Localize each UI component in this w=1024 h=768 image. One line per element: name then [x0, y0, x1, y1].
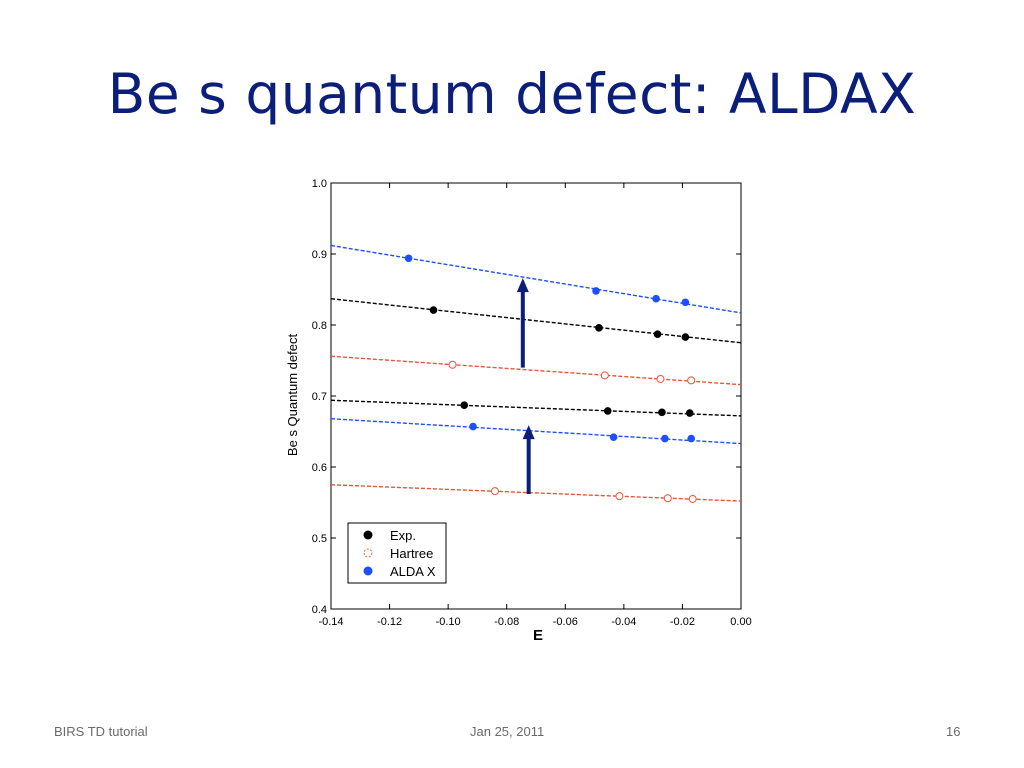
data-point: [429, 306, 438, 314]
data-point: [688, 494, 697, 503]
fit-line: [330, 399, 742, 417]
data-point: [491, 487, 499, 496]
data-point: [448, 360, 457, 369]
data-point: [661, 434, 669, 443]
fit-line: [330, 355, 742, 386]
data-point: [687, 376, 696, 385]
data-point: [656, 374, 665, 383]
shift-arrow-head: [522, 425, 535, 440]
legend-label: ALDA X: [390, 564, 436, 579]
fit-line: [330, 418, 742, 445]
fit-line: [330, 244, 742, 314]
data-point: [595, 324, 603, 332]
plot-layer: -0.14 -0.12 -0.10 -0.08 -0.06 -0.04 -0.02 0.00 0…: [312, 178, 752, 628]
slide-title: Be s quantum defect: ALDAX: [107, 62, 917, 126]
data-point: [404, 254, 413, 263]
legend-label: Exp.: [390, 528, 416, 543]
y-tick-label: 0.6: [312, 462, 327, 474]
y-tick-label: 0.5: [312, 533, 327, 545]
y-tick-label: 0.4: [312, 604, 327, 616]
data-point: [663, 494, 672, 503]
fit-line: [330, 484, 742, 502]
data-point: [687, 434, 696, 443]
data-point: [653, 330, 662, 339]
x-tick-label: -0.06: [553, 616, 578, 628]
data-point: [615, 492, 624, 501]
legend-marker: [363, 566, 373, 576]
data-point: [685, 409, 694, 417]
legend-label: Hartree: [390, 546, 433, 561]
x-tick-label: -0.04: [611, 616, 636, 628]
x-tick-label: -0.14: [318, 616, 343, 628]
data-point: [609, 433, 618, 441]
footer-date: Jan 25, 2011: [470, 724, 545, 739]
data-point: [469, 422, 477, 431]
x-tick-label: 0.00: [730, 616, 751, 628]
x-axis-label: E: [533, 627, 543, 644]
data-point: [681, 298, 690, 307]
y-tick-label: 0.8: [312, 320, 327, 332]
x-tick-label: -0.08: [494, 616, 519, 628]
legend-marker: [363, 530, 373, 540]
data-point: [592, 287, 600, 295]
data-point: [658, 408, 666, 417]
data-point: [460, 401, 469, 410]
data-point: [600, 371, 609, 380]
footer-presenter: BIRS TD tutorial: [54, 724, 148, 739]
x-tick-label: -0.10: [436, 616, 461, 628]
y-tick-label: 1.0: [312, 178, 327, 190]
x-tick-label: -0.02: [670, 616, 695, 628]
y-tick-label: 0.9: [312, 249, 327, 261]
data-point: [652, 294, 660, 303]
data-point: [603, 407, 612, 415]
shift-arrow-head: [516, 278, 529, 293]
x-tick-label: -0.12: [377, 616, 402, 628]
footer-page-number: 16: [946, 724, 961, 739]
y-axis-label: Be s Quantum defect: [285, 334, 300, 457]
quantum-defect-chart: -0.14 -0.12 -0.10 -0.08 -0.06 -0.04 -0.02 0.00 0…: [285, 178, 752, 644]
y-tick-label: 0.7: [312, 391, 327, 403]
data-point: [681, 333, 690, 341]
fit-line: [330, 298, 742, 344]
legend-marker: [363, 548, 373, 558]
